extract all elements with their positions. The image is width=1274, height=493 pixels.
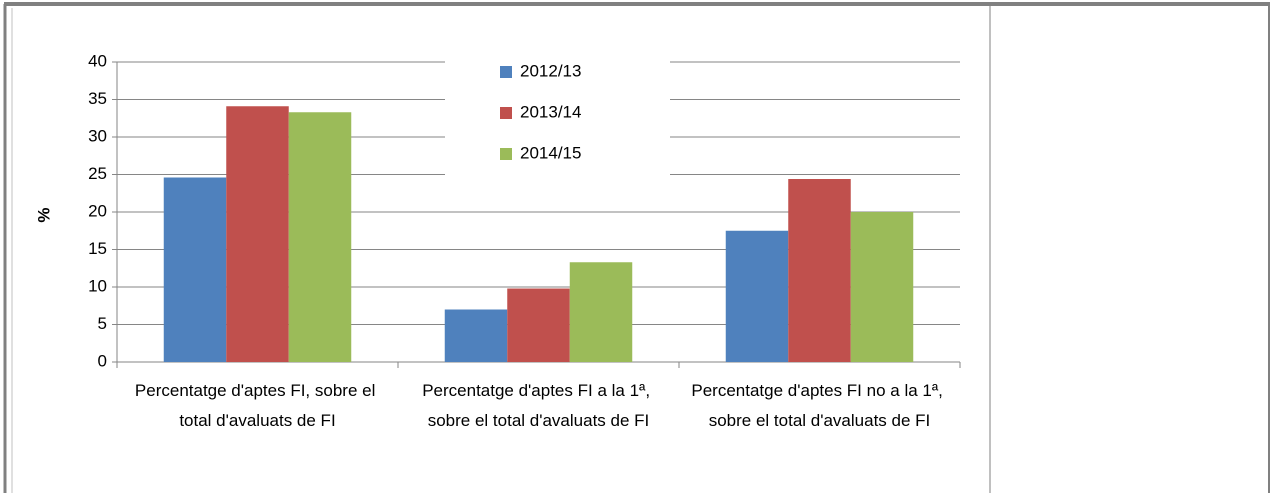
bar [444,309,508,362]
legend-swatch [500,66,512,78]
x-tick-label-line: Percentatge d'aptes FI, sobre el [135,381,380,400]
bar [226,106,289,362]
y-tick-label: 5 [98,314,107,333]
x-tick-label-line: Percentatge d'aptes FI a la 1ª, [422,381,655,400]
y-tick-label: 35 [88,89,107,108]
x-tick-label-line: Percentatge d'aptes FI no a la 1ª, [691,381,947,400]
legend-label: 2012/13 [520,61,581,80]
x-tick-label-line: sobre el total d'avaluats de FI [428,411,650,430]
x-tick-label: Percentatge d'aptes FI a la 1ª, sobre el… [422,381,655,430]
bar [850,212,914,362]
y-tick-label: 15 [88,239,107,258]
bar [788,179,851,362]
x-tick-label: Percentatge d'aptes FI no a la 1ª, sobre… [691,381,947,430]
bar [725,230,789,362]
y-tick-label: 30 [88,126,107,145]
legend-label: 2013/14 [520,102,581,121]
legend-box [445,45,670,175]
x-tick-label-line: total d'avaluats de FI [179,411,335,430]
legend-label: 2014/15 [520,143,581,162]
bar [288,112,352,362]
bar [507,288,570,362]
legend-swatch [500,148,512,160]
bar [163,177,227,362]
y-tick-label: 40 [88,51,107,70]
y-tick-label: 20 [88,201,107,220]
bar [569,262,633,362]
y-tick-label: 0 [98,351,107,370]
x-tick-label: Percentatge d'aptes FI, sobre el total d… [135,381,380,430]
y-tick-label: 25 [88,164,107,183]
y-axis-label: % [34,207,53,222]
legend-swatch [500,107,512,119]
x-tick-label-line: sobre el total d'avaluats de FI [709,411,931,430]
y-tick-label: 10 [88,276,107,295]
